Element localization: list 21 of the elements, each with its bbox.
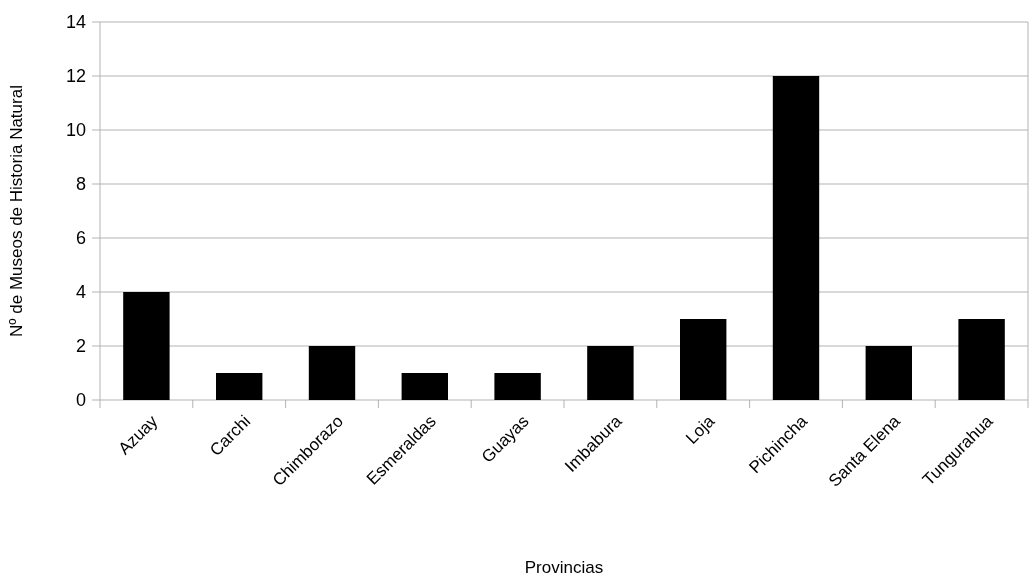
y-tick-label: 2 bbox=[75, 336, 86, 357]
y-tick-label: 4 bbox=[75, 282, 86, 303]
bar bbox=[680, 319, 727, 400]
x-axis-title: Provincias bbox=[524, 558, 604, 577]
bar bbox=[772, 76, 820, 400]
x-tick-label: Loja bbox=[682, 411, 719, 448]
y-tick-label: 8 bbox=[75, 174, 86, 195]
bar bbox=[958, 319, 1005, 400]
bar bbox=[308, 346, 356, 400]
bar bbox=[401, 373, 448, 400]
y-tick-label: 12 bbox=[65, 66, 86, 87]
bar bbox=[123, 292, 170, 400]
y-axis-title: Nº de Museos de Historia Natural bbox=[7, 85, 26, 337]
bar bbox=[865, 346, 912, 400]
bar bbox=[494, 373, 541, 400]
y-tick-label: 14 bbox=[65, 12, 86, 33]
y-tick-label: 10 bbox=[65, 120, 86, 141]
y-tick-label: 0 bbox=[75, 390, 86, 411]
y-tick-label: 6 bbox=[75, 228, 86, 249]
bar bbox=[587, 346, 634, 400]
bar bbox=[216, 373, 263, 400]
